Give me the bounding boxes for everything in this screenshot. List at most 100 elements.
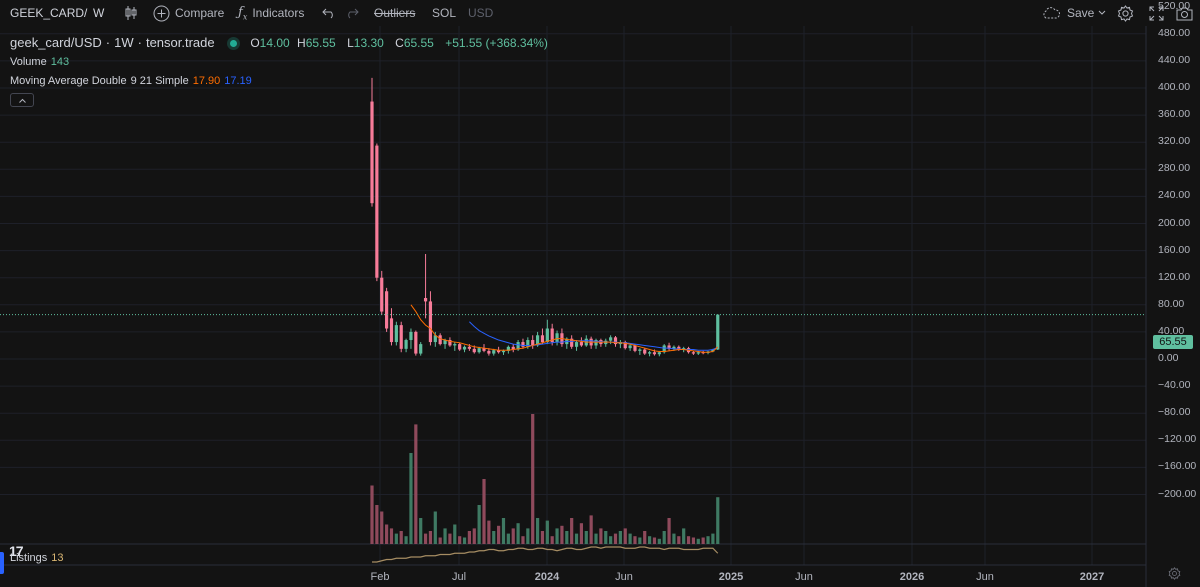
collapse-legend-button[interactable] bbox=[10, 93, 34, 107]
volume-bar bbox=[487, 520, 491, 544]
settings-button[interactable] bbox=[1117, 0, 1134, 26]
volume-bar bbox=[467, 531, 471, 544]
volume-bar bbox=[618, 531, 622, 544]
chart-type-button[interactable] bbox=[124, 0, 138, 26]
candle-body bbox=[696, 352, 700, 354]
time-tick-label: Jun bbox=[615, 571, 633, 583]
candle-body bbox=[423, 298, 428, 302]
volume-bar bbox=[394, 533, 398, 544]
candle-body bbox=[443, 340, 447, 345]
compare-button[interactable]: Compare bbox=[153, 0, 224, 26]
price-tick-label: 520.00 bbox=[1158, 0, 1191, 12]
volume-bar bbox=[609, 536, 613, 544]
volume-bar bbox=[531, 414, 535, 544]
top-toolbar: GEEK_CARD/ W Compare ƒx Indicators Outli… bbox=[0, 0, 1200, 26]
candle-body bbox=[531, 340, 535, 346]
interval-button[interactable]: W bbox=[93, 0, 104, 26]
price-tick-label: 360.00 bbox=[1158, 108, 1191, 121]
ma-fast-line bbox=[410, 304, 719, 353]
low-label: L bbox=[347, 36, 354, 50]
fx-icon: ƒx bbox=[238, 4, 248, 22]
candle-body bbox=[501, 350, 506, 353]
high-value: 65.55 bbox=[305, 36, 336, 50]
volume-bar bbox=[691, 537, 696, 544]
candle-body bbox=[516, 342, 520, 350]
last-price-tag: 65.55 bbox=[1153, 335, 1193, 349]
indicators-button[interactable]: ƒx Indicators bbox=[238, 0, 304, 26]
volume-bar bbox=[380, 511, 384, 544]
plus-circle-icon bbox=[153, 5, 170, 22]
time-axis[interactable]: Feb Jul 2024 Jun 2025 Jun 2026 Jun 2027 bbox=[0, 565, 1145, 587]
symbol-search-button[interactable]: GEEK_CARD/ bbox=[10, 0, 87, 26]
candle-body bbox=[487, 350, 491, 354]
time-axis-settings-button[interactable] bbox=[1168, 567, 1181, 585]
volume-bar bbox=[540, 531, 545, 544]
volume-bar bbox=[453, 524, 457, 544]
currency-usd-toggle[interactable]: USD bbox=[468, 0, 493, 26]
candle-body bbox=[540, 335, 545, 343]
candle-body bbox=[438, 335, 442, 345]
legend-source: tensor.trade bbox=[145, 35, 215, 50]
redo-button[interactable] bbox=[345, 0, 359, 26]
save-button[interactable]: Save bbox=[1041, 0, 1094, 26]
legend-separator: · bbox=[137, 35, 142, 50]
volume-bar bbox=[560, 525, 564, 544]
candle-body bbox=[716, 314, 720, 350]
volume-bar bbox=[389, 528, 394, 544]
volume-bar bbox=[652, 537, 657, 544]
tradingview-logo[interactable]: 17 bbox=[9, 543, 24, 559]
candle-body bbox=[511, 346, 515, 350]
price-tick-label: −120.00 bbox=[1158, 433, 1197, 446]
ma-legend[interactable]: Moving Average Double 9 21 Simple 17.90 17.… bbox=[10, 73, 256, 87]
candle-body bbox=[638, 349, 642, 351]
volume-bar bbox=[375, 505, 379, 544]
volume-label: Volume bbox=[10, 56, 47, 68]
candles-icon bbox=[124, 5, 138, 21]
time-tick-label: Jun bbox=[976, 571, 994, 583]
chevron-down-icon bbox=[1097, 9, 1107, 17]
volume-bar bbox=[711, 533, 715, 544]
change-value: +51.55 (+368.34%) bbox=[445, 36, 548, 50]
candle-body bbox=[633, 345, 637, 351]
time-tick-label: 2027 bbox=[1079, 571, 1105, 583]
low-value: 13.30 bbox=[353, 36, 384, 50]
volume-bar bbox=[716, 497, 720, 544]
currency-sol-toggle[interactable]: SOL bbox=[432, 0, 456, 26]
fullscreen-icon bbox=[1149, 6, 1164, 21]
save-menu-button[interactable] bbox=[1097, 0, 1107, 26]
side-panel-handle[interactable] bbox=[0, 552, 4, 574]
candle-body bbox=[691, 352, 696, 354]
volume-bar bbox=[526, 528, 530, 544]
camera-icon bbox=[1176, 6, 1193, 21]
volume-bar bbox=[511, 528, 515, 544]
volume-bars bbox=[370, 414, 720, 544]
volume-legend[interactable]: Volume 143 bbox=[10, 54, 73, 68]
volume-bar bbox=[682, 528, 686, 544]
candle-body bbox=[399, 325, 403, 349]
undo-button[interactable] bbox=[322, 0, 336, 26]
volume-bar bbox=[443, 528, 447, 544]
volume-bar bbox=[419, 518, 423, 544]
volume-bar bbox=[599, 528, 603, 544]
volume-bar bbox=[385, 524, 389, 544]
outliers-toggle[interactable]: Outliers bbox=[374, 0, 415, 26]
fullscreen-button[interactable] bbox=[1149, 0, 1164, 26]
candle-body bbox=[414, 331, 418, 354]
legend-pair[interactable]: geek_card/USD bbox=[10, 35, 102, 50]
listings-value: 13 bbox=[51, 552, 64, 564]
candle-body bbox=[385, 291, 389, 329]
time-tick-label: Jun bbox=[795, 571, 813, 583]
candle-body bbox=[594, 340, 598, 346]
volume-bar bbox=[404, 536, 408, 544]
volume-bar bbox=[482, 479, 486, 544]
volume-bar bbox=[613, 533, 618, 544]
candle-body bbox=[394, 325, 398, 343]
listings-legend[interactable]: Listings 13 bbox=[10, 550, 68, 564]
volume-bar bbox=[667, 518, 671, 544]
screenshot-button[interactable] bbox=[1176, 0, 1193, 26]
interval-label: W bbox=[93, 6, 105, 20]
volume-bar bbox=[550, 536, 554, 544]
candle-body bbox=[453, 344, 457, 346]
price-chart[interactable] bbox=[0, 26, 1200, 587]
time-tick-label: 2024 bbox=[534, 571, 560, 583]
